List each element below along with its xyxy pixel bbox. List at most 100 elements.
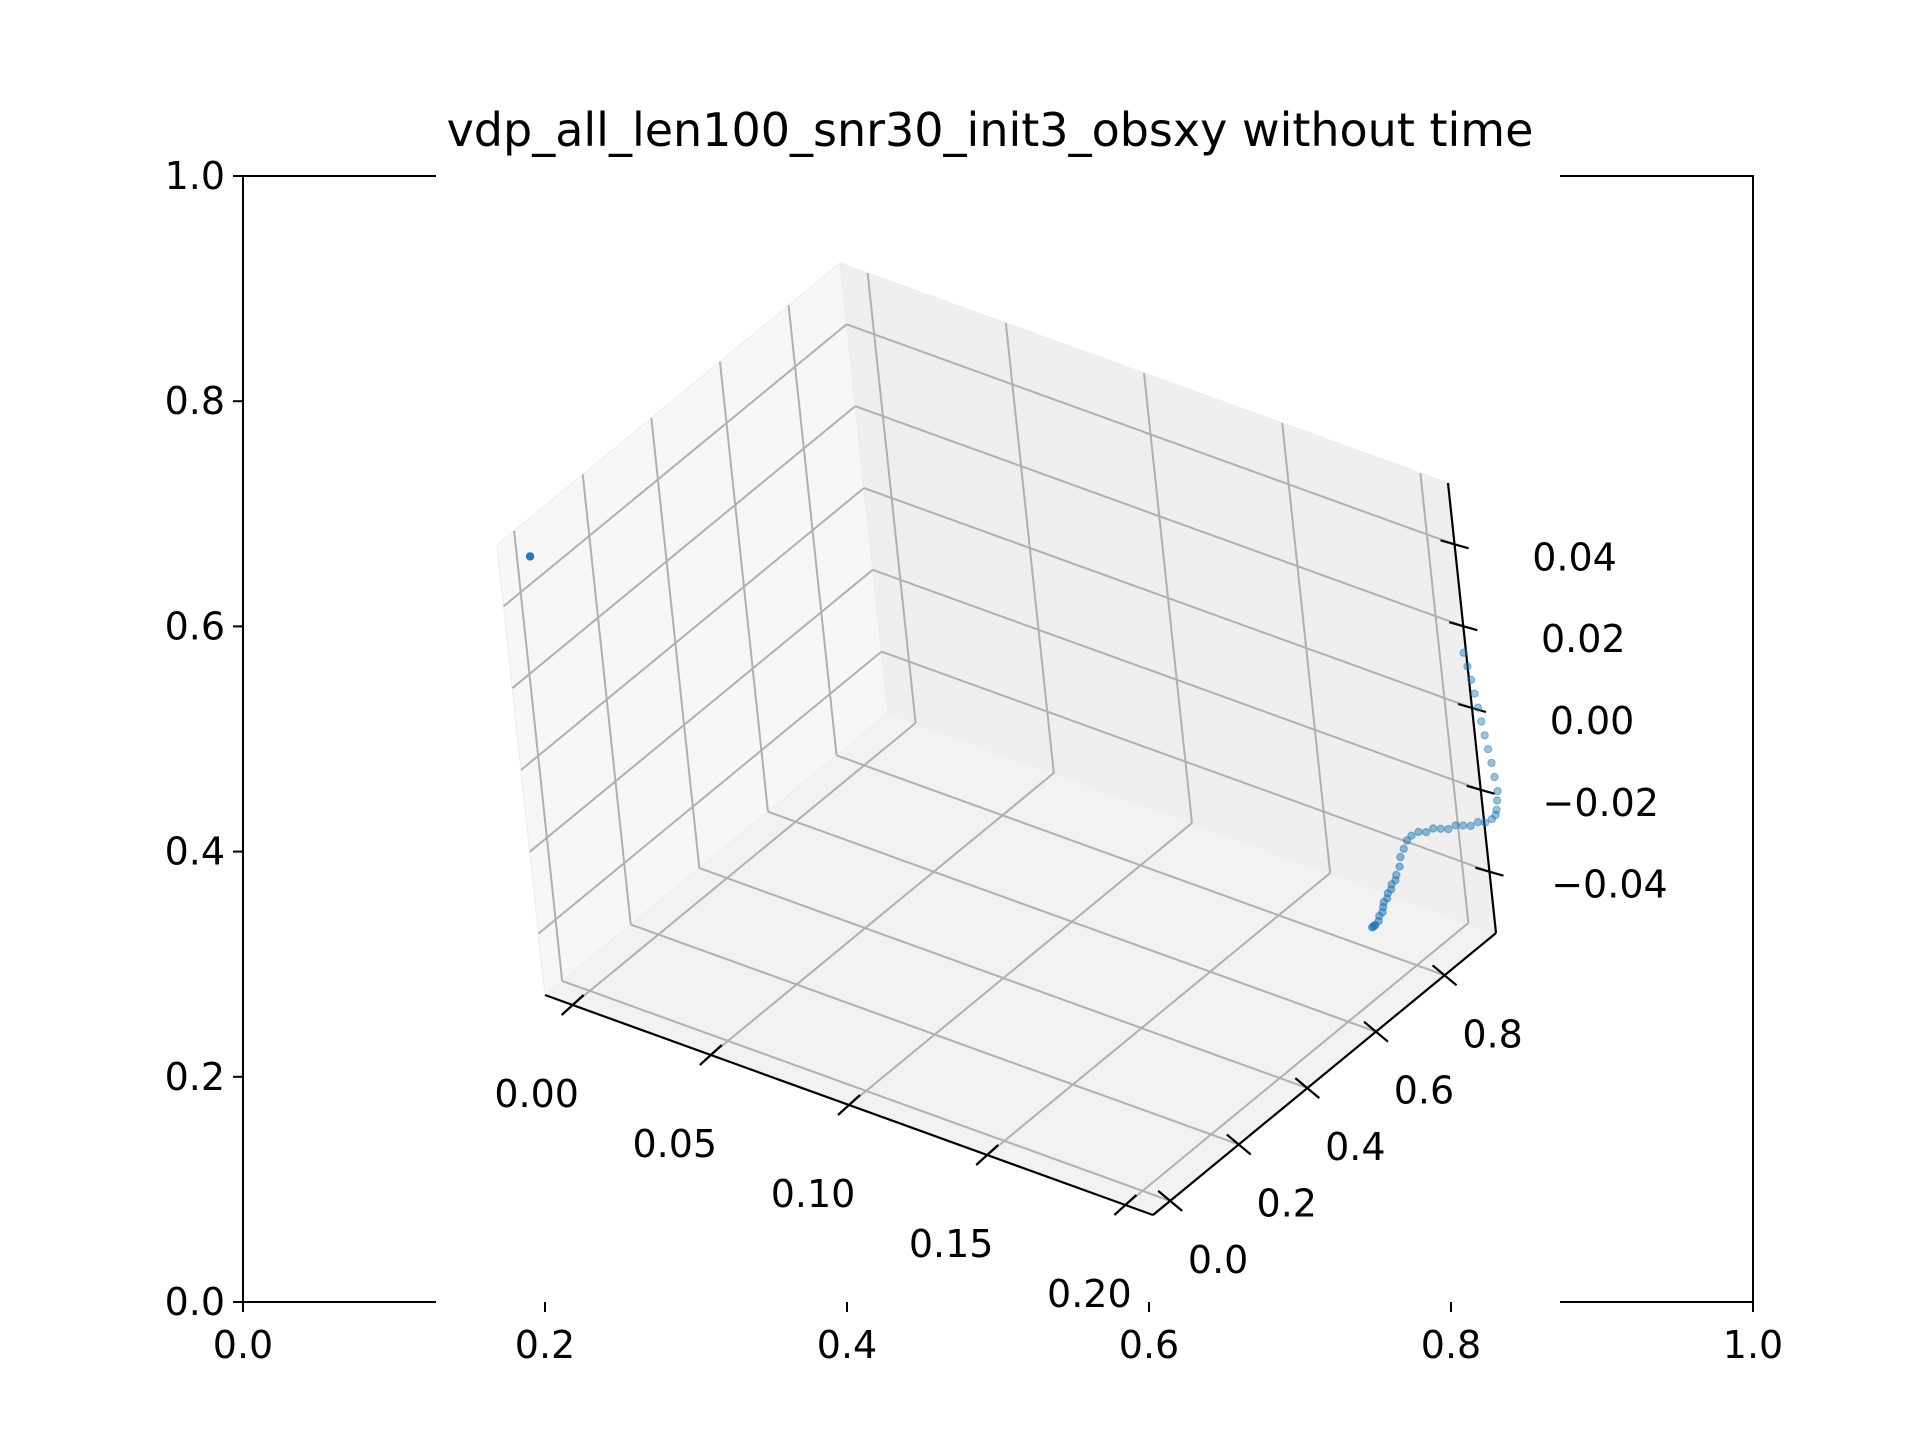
outer-ytick-label: 0.4: [165, 830, 225, 874]
outer-ytick-label: 0.8: [165, 379, 225, 423]
scatter-points: [525, 552, 1502, 932]
x-tick: [975, 1144, 999, 1166]
outer-xtick-label: 0.8: [1421, 1323, 1481, 1367]
x-tick-label: 0.00: [494, 1072, 579, 1116]
x-tick-label: 0.05: [633, 1122, 718, 1166]
z-tick: [1457, 702, 1487, 714]
z-tick: [1440, 539, 1469, 550]
x-tick-label: 0.20: [1047, 1272, 1132, 1316]
grid-x-floor: [572, 722, 917, 1006]
outer-ytick-label: 0.0: [165, 1280, 225, 1324]
y-tick: [1363, 1020, 1389, 1043]
y-tick: [1431, 964, 1458, 987]
grid-z-back: [854, 405, 1464, 628]
scatter-point: [1428, 824, 1438, 833]
z-tick: [1448, 621, 1478, 632]
scatter-point: [1487, 758, 1496, 768]
grid-x-floor: [986, 872, 1331, 1156]
y-tick-label: 0.4: [1325, 1125, 1385, 1169]
scatter-point: [1490, 772, 1499, 782]
grid-y-floor: [767, 810, 1377, 1033]
grid-z-back: [872, 568, 1482, 791]
scatter-point: [1477, 717, 1486, 726]
scatter-point: [1399, 844, 1408, 854]
grid-z-left: [520, 487, 865, 771]
scatter-point: [1421, 828, 1431, 837]
y-tick-label: 0.0: [1188, 1238, 1248, 1282]
scatter-point: [1396, 852, 1405, 862]
scatter-point: [1473, 817, 1483, 827]
grid-y-floor: [561, 979, 1171, 1202]
axes3d-ticks: 0.00 0.05 0.10 0.15 0.20 0.00.20.40.60.8 −0.04…: [494, 535, 1667, 1316]
grid-y-floor: [630, 923, 1240, 1146]
scatter-point: [1473, 703, 1483, 712]
scatter-point: [1492, 796, 1502, 805]
scatter-point: [1492, 805, 1501, 815]
outer-ytick-label: 0.6: [165, 604, 225, 648]
z-tick-label: 0.02: [1541, 617, 1626, 661]
grid-z-left: [529, 569, 874, 853]
y-tick: [1226, 1133, 1252, 1156]
scatter-point: [1451, 821, 1460, 830]
scatter-point: [1493, 787, 1502, 796]
y-tick: [1157, 1190, 1183, 1212]
scatter-point: [1463, 662, 1472, 671]
scatter-point: [1466, 675, 1476, 685]
y-tick-label: 0.8: [1462, 1012, 1522, 1056]
z-tick: [1466, 784, 1496, 795]
z-tick: [1475, 866, 1504, 877]
x-tick-label: 0.15: [909, 1222, 994, 1266]
scatter-point: [1458, 821, 1468, 830]
grid-z-left: [537, 650, 883, 935]
x-tick: [1113, 1194, 1138, 1216]
scatter-point: [1402, 836, 1412, 845]
scatter-point: [1470, 689, 1479, 698]
grid-z-back: [846, 323, 1455, 546]
z-tick-label: −0.04: [1551, 863, 1667, 907]
scatter-point: [1491, 810, 1500, 820]
z-tick-label: 0.00: [1550, 699, 1635, 743]
outer-xtick-label: 0.6: [1119, 1323, 1179, 1367]
x-tick: [699, 1044, 723, 1066]
z-tick-label: 0.04: [1532, 535, 1617, 579]
grid-y-floor: [836, 754, 1445, 977]
scatter-point: [1436, 824, 1446, 834]
outer-xtick-label: 1.0: [1723, 1323, 1783, 1367]
y-tick-label: 0.2: [1257, 1182, 1317, 1226]
scatter-point: [1459, 648, 1468, 658]
scatter-point: [525, 552, 535, 561]
grid-x-floor: [848, 822, 1193, 1106]
scatter-point: [1367, 923, 1377, 932]
grid-z-left: [511, 405, 856, 689]
z-tick-label: −0.02: [1543, 781, 1659, 825]
axes3d-panes: [496, 262, 1497, 1216]
scatter-point: [1483, 744, 1493, 754]
outer-xtick-label: 0.2: [515, 1323, 575, 1367]
grid-z-back: [863, 487, 1473, 709]
grid-x-floor: [1124, 922, 1469, 1206]
outer-xtick-label: 0.0: [213, 1323, 273, 1367]
scatter-point: [1487, 815, 1497, 824]
grid-z-left: [502, 323, 848, 608]
outer-ytick-label: 0.2: [165, 1055, 225, 1099]
scatter-point: [1414, 827, 1423, 837]
y-tick: [1294, 1077, 1321, 1099]
grid-z-back: [881, 650, 1490, 873]
y-tick-label: 0.6: [1394, 1069, 1454, 1113]
grid-x-floor: [710, 772, 1055, 1056]
outer-xtick-label: 0.4: [817, 1323, 877, 1367]
scatter-point: [1466, 821, 1475, 831]
scatter-point: [1444, 824, 1453, 834]
x-tick-label: 0.10: [771, 1172, 856, 1216]
grid-y-floor: [699, 867, 1308, 1090]
x-tick: [837, 1094, 861, 1116]
scatter-point: [1480, 731, 1489, 740]
scatter-point: [1395, 862, 1404, 871]
y-axis-line: [1152, 932, 1497, 1216]
outer-axes: 0.0 0.2 0.4 0.6 0.8 1.00.00.20.40.60.81.0: [165, 154, 1784, 1367]
axes3d-grid: [502, 272, 1490, 1206]
x-tick: [560, 994, 585, 1016]
scatter-point: [1480, 818, 1490, 827]
outer-ytick-label: 1.0: [165, 154, 225, 198]
